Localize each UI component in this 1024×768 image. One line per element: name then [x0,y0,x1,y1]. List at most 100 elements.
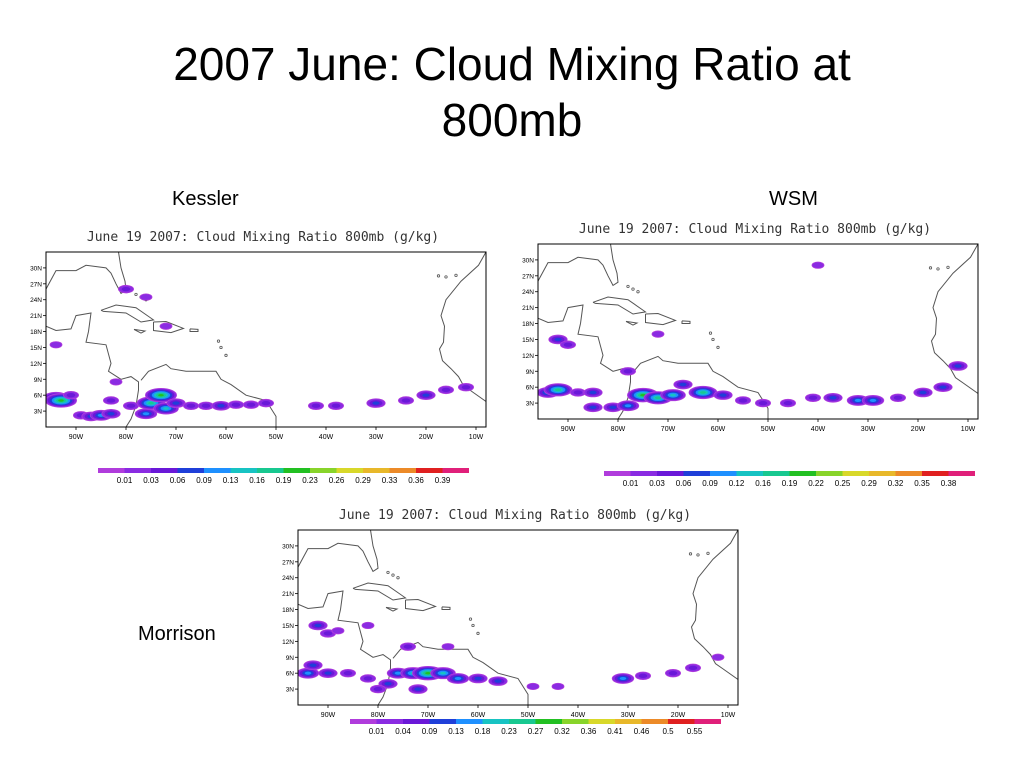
colorbar-label: 0.38 [941,479,957,488]
colorbar-label: 0.39 [435,476,451,485]
y-tick-label: 24N [282,575,294,582]
coastline-6 [681,320,691,324]
cloud-cell-core [758,400,768,406]
colorbar-swatch [177,468,204,473]
cloud-cell [551,682,565,691]
cloud-cell-core [403,644,413,649]
map-plot-svg: June 19 2007: Cloud Mixing Ratio 800mb (… [522,222,979,433]
y-tick-label: 18N [522,321,534,328]
cloud-cell-core [107,412,115,416]
colorbar-swatch [429,719,456,724]
map-plot-svg: June 19 2007: Cloud Mixing Ratio 800mb (… [282,508,739,719]
colorbar-label: 0.32 [554,727,570,736]
colorbar-swatch [895,471,922,476]
colorbar-label: 0.35 [914,479,930,488]
colorbar-label: 0.25 [835,479,851,488]
colorbar-swatch [948,471,975,476]
colorbar-swatch [482,719,509,724]
island-outline [468,617,473,621]
colorbar-label: 0.23 [501,727,517,736]
colorbar-label: 0.55 [687,727,703,736]
colorbar-label: 0.16 [249,476,265,485]
colorbar-swatch [416,468,443,473]
cloud-cell-core [186,403,196,408]
colorbar-swatch [363,468,390,473]
x-tick-label: 10W [961,426,976,433]
cloud-cell [711,653,725,661]
colorbar-swatch [336,468,363,473]
colorbar-label: 0.12 [729,479,745,488]
coastline-1 [46,312,139,427]
colorbar-label: 0.41 [607,727,623,736]
island-outline [716,345,720,350]
cloud-cell-core [854,398,862,402]
x-tick-label: 50W [521,712,536,719]
colorbar-label: 0.13 [448,727,464,736]
y-tick-label: 3N [526,401,535,408]
coastline-2 [632,355,769,419]
colorbar-label: 0.18 [475,727,491,736]
x-tick-label: 40W [319,434,334,441]
colorbar-swatch [535,719,562,724]
cloud-cell [441,643,455,651]
y-tick-label: 9N [526,369,535,376]
colorbar-label: 0.22 [808,479,824,488]
cloud-cell-core [422,393,430,397]
plot-title: June 19 2007: Cloud Mixing Ratio 800mb (… [579,222,931,237]
x-tick-label: 40W [571,712,586,719]
cloud-cell-core [783,400,793,406]
colorbar-svg: 0.01 0.04 0.09 0.13 0.18 0.23 0.27 0.32 0.36 0.41… [350,719,721,736]
wsm-map-panel: June 19 2007: Cloud Mixing Ratio 800mb (… [520,218,990,433]
y-tick-label: 3N [286,687,295,694]
colorbar-label: 0.23 [302,476,318,485]
colorbar-label: 0.06 [170,476,186,485]
y-tick-label: 9N [286,655,295,662]
x-tick-label: 80W [611,426,626,433]
y-tick-label: 3N [34,409,43,416]
cloud-cell-core [231,402,241,407]
plot-frame [297,529,739,706]
y-tick-label: 30N [522,257,534,264]
cloud-cell [526,682,540,691]
x-tick-label: 30W [861,426,876,433]
coastline-0 [46,252,127,295]
cloud-cell-core [246,402,256,407]
island-outline [224,353,228,358]
x-tick-label: 80W [371,712,386,719]
colorbar-label: 0.5 [662,727,674,736]
colorbar-label: 0.36 [408,476,424,485]
y-tick-label: 15N [522,337,534,344]
coastline-4 [153,320,185,334]
cloud-cell-core [589,405,597,410]
colorbar-swatch [694,719,721,724]
plot-title: June 19 2007: Cloud Mixing Ratio 800mb (… [87,230,439,245]
cloud-cell-core [401,398,411,403]
y-tick-label: 24N [30,297,42,304]
y-tick-label: 15N [282,623,294,630]
island-outline [386,570,390,575]
y-tick-label: 9N [34,377,43,384]
cloud-cell [331,627,345,635]
cloud-cell-core [309,663,317,667]
island-outline [708,331,713,335]
cloud-cell-core [609,405,617,410]
cloud-cell-core [172,401,180,405]
island-outline [219,345,223,350]
x-tick-label: 40W [811,426,826,433]
colorbar-swatch [922,471,949,476]
cloud-cell-core [311,403,321,408]
y-tick-label: 24N [522,289,534,296]
y-tick-label: 12N [30,361,42,368]
coastline-3 [592,296,647,315]
colorbar-swatch [683,471,710,476]
cloud-cell-core [201,403,211,408]
plot-frame [45,251,487,428]
cloud-cell-core [893,395,903,400]
island-outline [391,573,395,577]
colorbar-swatch [630,471,657,476]
colorbar-label: 0.19 [276,476,292,485]
cloud-cell [109,378,123,386]
colorbar-label: 0.29 [861,479,877,488]
x-tick-label: 30W [621,712,636,719]
cloud-cell-core [66,393,76,398]
